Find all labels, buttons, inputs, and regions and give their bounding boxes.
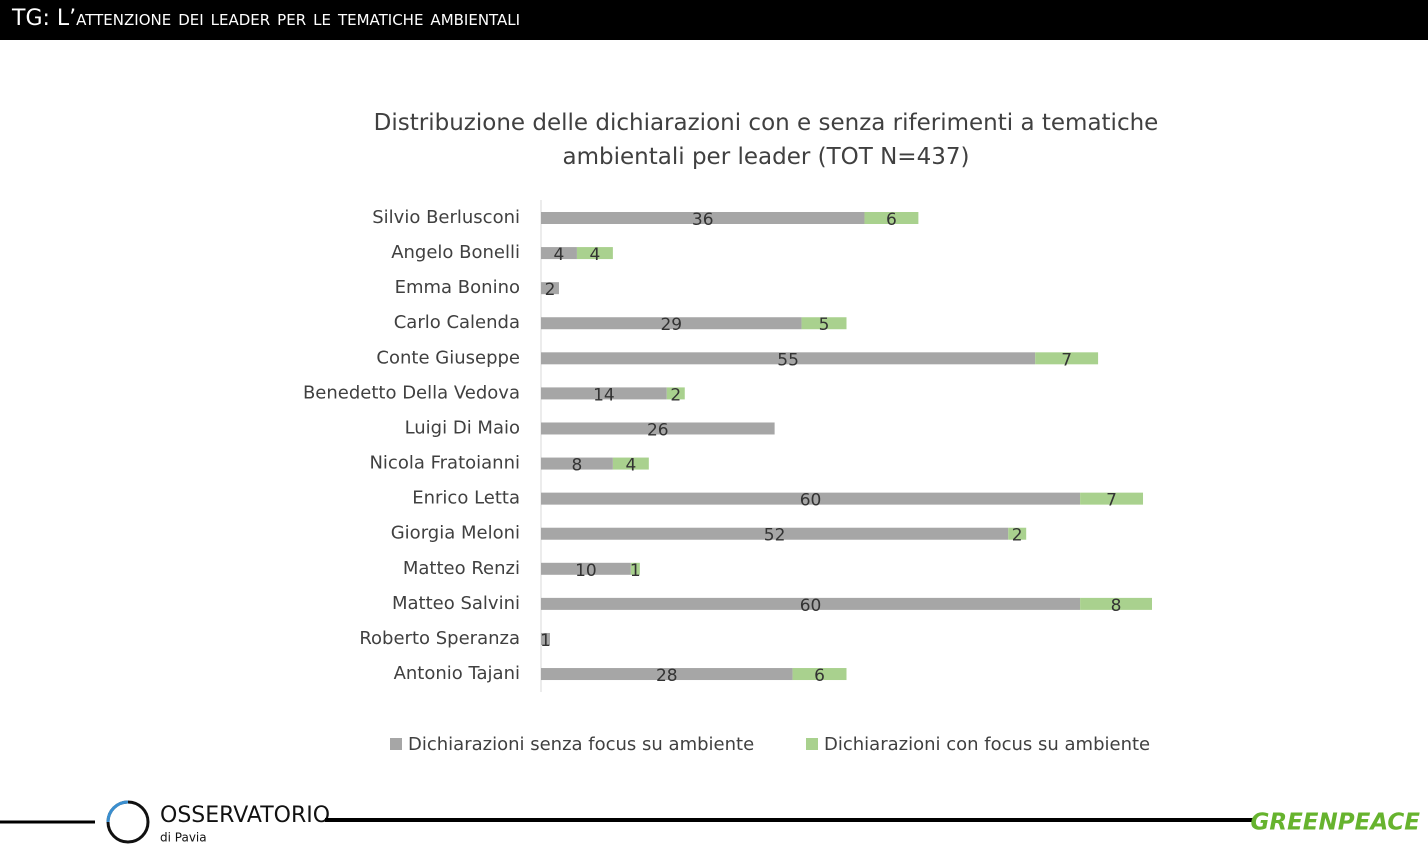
brand-text: GREENPEACE: [1250, 810, 1420, 836]
category-label: Carlo Calenda: [394, 312, 520, 333]
data-label: 36: [692, 210, 714, 230]
data-label: 10: [575, 561, 597, 581]
data-label: 8: [572, 456, 583, 476]
category-label: Silvio Berlusconi: [372, 207, 520, 228]
data-label: 4: [625, 456, 636, 476]
data-label: 1: [630, 561, 641, 581]
bar-segment: [1035, 352, 1099, 365]
bar-segment: [864, 212, 919, 224]
bar-segment: [541, 632, 550, 645]
bar-segment: [541, 668, 793, 681]
data-label: 6: [814, 666, 825, 686]
legend-swatch: [390, 738, 402, 750]
data-label: 60: [800, 596, 822, 616]
category-label: Nicola Fratoianni: [369, 453, 520, 474]
data-label: 2: [670, 385, 681, 405]
bar-segment: [1008, 527, 1027, 540]
bar-segment: [801, 317, 847, 330]
header-bar: TG: L’attenzione dei leader per le temat…: [0, 0, 1428, 40]
bar-segment: [576, 247, 613, 260]
data-label: 7: [1061, 350, 1072, 370]
category-label: Emma Bonino: [395, 277, 520, 298]
bar-segment: [612, 457, 649, 470]
data-label: 5: [819, 315, 830, 335]
bar-segment: [541, 247, 577, 260]
bar-segment: [541, 527, 1009, 540]
data-label: 55: [777, 350, 799, 370]
bar-segment: [541, 352, 1036, 365]
chart-title: Distribuzione delle dichiarazioni con e …: [373, 110, 1159, 170]
category-label: Conte Giuseppe: [376, 347, 520, 368]
data-label: 29: [660, 315, 682, 335]
bar-segment: [541, 317, 802, 330]
header-title: TG: L’attenzione dei leader per le temat…: [12, 6, 521, 31]
category-label: Luigi Di Maio: [405, 417, 520, 438]
data-label: 60: [800, 491, 822, 511]
data-label: 2: [1012, 526, 1023, 546]
data-label: 52: [764, 526, 786, 546]
bar-segment: [541, 597, 1081, 610]
logo-subtext: di Pavia: [160, 831, 207, 845]
data-label: 8: [1111, 596, 1122, 616]
bar-segment: [541, 387, 667, 400]
data-label: 6: [886, 210, 897, 230]
category-label: Matteo Salvini: [392, 593, 520, 614]
category-label: Enrico Letta: [412, 488, 520, 509]
bar-segment: [541, 492, 1081, 505]
data-label: 28: [656, 666, 678, 686]
category-label: Matteo Renzi: [403, 558, 520, 579]
bar-segment: [541, 562, 631, 575]
bar-segment: [1080, 492, 1144, 505]
logo-accent: [106, 800, 129, 823]
data-label: 4: [554, 245, 565, 265]
data-label: 4: [589, 245, 600, 265]
bar-segment: [630, 562, 640, 575]
legend-label: Dichiarazioni senza focus su ambiente: [408, 734, 754, 755]
legend-label: Dichiarazioni con focus su ambiente: [824, 734, 1150, 755]
logo-text: OSSERVATORIO: [160, 803, 330, 828]
bar-segment: [541, 282, 559, 295]
category-label: Benedetto Della Vedova: [303, 382, 520, 403]
bar-segment: [792, 668, 847, 681]
bar-segment: [666, 387, 685, 400]
data-label: 26: [647, 420, 669, 440]
data-label: 7: [1106, 491, 1117, 511]
data-label: 1: [540, 631, 551, 651]
legend-swatch: [806, 738, 818, 750]
category-label: Antonio Tajani: [394, 663, 520, 684]
bar-segment: [541, 457, 613, 470]
bar-segment: [1080, 597, 1152, 610]
category-label: Giorgia Meloni: [391, 523, 520, 544]
bar-segment: [541, 212, 865, 224]
data-label: 14: [593, 385, 615, 405]
bar-segment: [541, 422, 775, 435]
category-label: Angelo Bonelli: [391, 242, 520, 263]
category-label: Roberto Speranza: [359, 628, 520, 649]
data-label: 2: [545, 280, 556, 300]
